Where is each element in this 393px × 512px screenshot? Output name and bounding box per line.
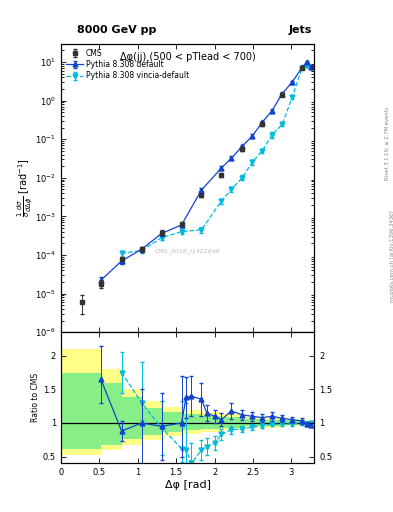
Bar xyxy=(202,412,222,433)
Bar xyxy=(282,420,302,425)
Bar xyxy=(121,389,141,444)
Bar xyxy=(162,407,182,436)
Bar xyxy=(61,349,81,455)
Text: CMS_2016_I1421646: CMS_2016_I1421646 xyxy=(155,248,220,254)
Bar xyxy=(202,416,222,429)
Bar xyxy=(282,419,302,426)
Text: Δφ(jj) (500 < pTlead < 700): Δφ(jj) (500 < pTlead < 700) xyxy=(120,52,255,62)
Bar xyxy=(101,369,121,450)
Bar xyxy=(141,408,162,435)
Bar xyxy=(262,418,282,428)
Text: 8000 GeV pp: 8000 GeV pp xyxy=(77,25,156,35)
Bar xyxy=(222,414,242,431)
Legend: CMS, Pythia 8.308 default, Pythia 8.308 vincia-default: CMS, Pythia 8.308 default, Pythia 8.308 … xyxy=(65,47,191,82)
Bar xyxy=(302,421,314,424)
Y-axis label: $\frac{1}{\sigma}\frac{d\sigma}{d\Delta\phi}$ [rad$^{-1}$]: $\frac{1}{\sigma}\frac{d\sigma}{d\Delta\… xyxy=(15,158,33,217)
Bar xyxy=(101,382,121,444)
Bar xyxy=(81,349,101,455)
Bar xyxy=(81,373,101,449)
Text: Jets: Jets xyxy=(289,25,312,35)
Bar xyxy=(242,419,262,426)
Bar xyxy=(302,420,314,425)
Text: mcplots.cern.ch [arXiv:1306.3436]: mcplots.cern.ch [arXiv:1306.3436] xyxy=(390,210,393,302)
Bar xyxy=(141,401,162,440)
Bar xyxy=(242,417,262,429)
Bar xyxy=(162,412,182,433)
X-axis label: Δφ [rad]: Δφ [rad] xyxy=(165,480,211,490)
Bar xyxy=(121,397,141,439)
Bar xyxy=(182,414,202,431)
Text: Rivet 3.1.10; ≥ 2.7M events: Rivet 3.1.10; ≥ 2.7M events xyxy=(385,106,389,180)
Bar xyxy=(262,420,282,425)
Y-axis label: Ratio to CMS: Ratio to CMS xyxy=(31,373,40,422)
Bar xyxy=(222,417,242,428)
Bar xyxy=(61,373,81,449)
Bar xyxy=(182,410,202,434)
